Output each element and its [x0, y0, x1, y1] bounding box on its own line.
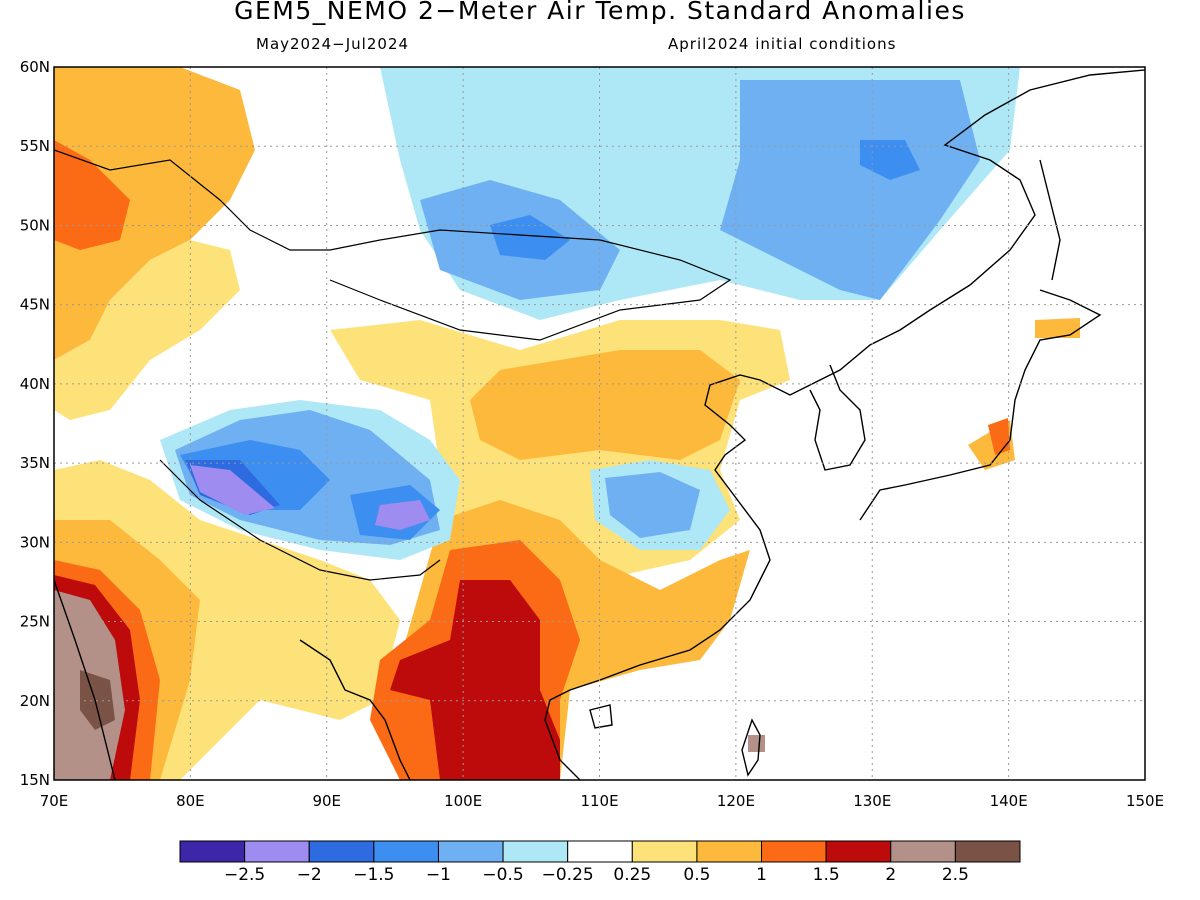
coastline-bay-of-bengal — [299, 639, 411, 780]
lat-tick-label: 20N — [20, 692, 50, 710]
anomaly-north-china — [470, 350, 740, 460]
colorbar-swatch — [244, 840, 310, 863]
anomaly-tibet-east-strong — [375, 500, 430, 530]
initial-conditions-label: April2024 initial conditions — [668, 35, 897, 53]
anomaly-west-siberia — [54, 67, 255, 360]
lon-tick-label: 110E — [580, 792, 618, 810]
lon-tick-label: 80E — [176, 792, 205, 810]
anomaly-japan-core — [988, 418, 1010, 455]
lon-tick-label: 140E — [990, 792, 1028, 810]
colorbar-label: 0.25 — [613, 865, 651, 885]
lat-tick-label: 60N — [20, 58, 50, 76]
colorbar-swatch — [825, 840, 892, 863]
map-panel — [54, 67, 1145, 780]
colorbar-label: −2 — [297, 865, 322, 885]
anomaly-baikal-cool — [490, 215, 570, 260]
coastline-hainan — [589, 704, 613, 729]
map-frame — [53, 66, 1146, 781]
longitude-labels: 70E 80E 90E 100E 110E 120E 130E 140E 150E — [40, 792, 1164, 810]
colorbar-swatch — [567, 840, 633, 863]
anomaly-kazakh-warm — [54, 240, 240, 420]
colorbar-swatch — [631, 840, 698, 863]
anomaly-hokkaido-warm — [1035, 318, 1080, 338]
colorbar-label: 0.5 — [683, 865, 710, 885]
colorbar-swatch — [890, 840, 956, 863]
colorbar-label: −0.5 — [482, 865, 523, 885]
coastline-sakhalin — [1039, 159, 1061, 281]
gridlines — [54, 67, 1145, 780]
lat-tick-label: 45N — [20, 296, 50, 314]
colorbar-label: 2.5 — [942, 865, 969, 885]
lat-tick-label: 50N — [20, 216, 50, 234]
coastline-taiwan — [741, 718, 761, 777]
colorbar-label: −1.5 — [353, 865, 394, 885]
coastline-korea — [809, 364, 866, 471]
anomaly-india-peak — [80, 670, 115, 730]
anomaly-shading — [54, 67, 1080, 780]
coastline-indian-subcontinent — [54, 579, 116, 780]
latitude-labels: 15N 20N 25N 30N 35N 40N 45N 50N 55N 60N — [20, 58, 50, 789]
lon-tick-label: 100E — [444, 792, 482, 810]
lat-tick-label: 30N — [20, 533, 50, 551]
lat-tick-label: 40N — [20, 375, 50, 393]
coastline-japan — [859, 289, 1102, 521]
anomaly-siberia-core — [860, 140, 920, 180]
coastline-east-asia — [544, 69, 1145, 780]
coastlines — [54, 69, 1145, 780]
colorbar-label: 2 — [885, 865, 896, 885]
colorbar-label: 1.5 — [813, 865, 840, 885]
lon-tick-label: 90E — [312, 792, 341, 810]
colorbar-swatch — [954, 840, 1021, 863]
anomaly-south-china-blue — [605, 472, 700, 538]
colorbar-label: 1 — [756, 865, 767, 885]
colorbar-swatch — [308, 840, 375, 863]
anomaly-west-siberia-core — [54, 140, 130, 250]
colorbar-label: −2.5 — [224, 865, 265, 885]
lon-tick-label: 120E — [717, 792, 755, 810]
colorbar-legend: −2.5 −2 −1.5 −1 −0.5 −0.25 0.25 0.5 1 1.5 2 2.5 — [179, 840, 1021, 885]
colorbar-swatch — [696, 840, 763, 863]
anomaly-taiwan-warm — [748, 735, 765, 752]
lat-tick-label: 55N — [20, 137, 50, 155]
colorbar-label: −0.25 — [542, 865, 594, 885]
map-title: GEM5_NEMO 2−Meter Air Temp. Standard Ano… — [234, 0, 966, 25]
colorbar-label: −1 — [426, 865, 451, 885]
lon-tick-label: 130E — [853, 792, 891, 810]
colorbar-swatch — [437, 840, 504, 863]
season-label: May2024−Jul2024 — [256, 35, 410, 53]
colorbar-swatch — [373, 840, 439, 863]
boundary-china-mongolia — [329, 229, 732, 341]
colorbar-swatch — [761, 840, 827, 863]
lat-tick-label: 35N — [20, 454, 50, 472]
lat-tick-label: 25N — [20, 613, 50, 631]
boundary-himalaya — [159, 459, 441, 581]
anomaly-tibet-very-strong — [190, 465, 275, 515]
lat-tick-label: 15N — [20, 771, 50, 789]
lon-tick-label: 150E — [1126, 792, 1164, 810]
boundary-kazakhstan — [54, 149, 330, 251]
anomaly-indochina-red — [390, 580, 560, 780]
anomaly-siberia-cool — [720, 80, 980, 300]
colorbar-swatch — [179, 840, 246, 863]
colorbar-swatch — [502, 840, 569, 863]
lon-tick-label: 70E — [40, 792, 69, 810]
